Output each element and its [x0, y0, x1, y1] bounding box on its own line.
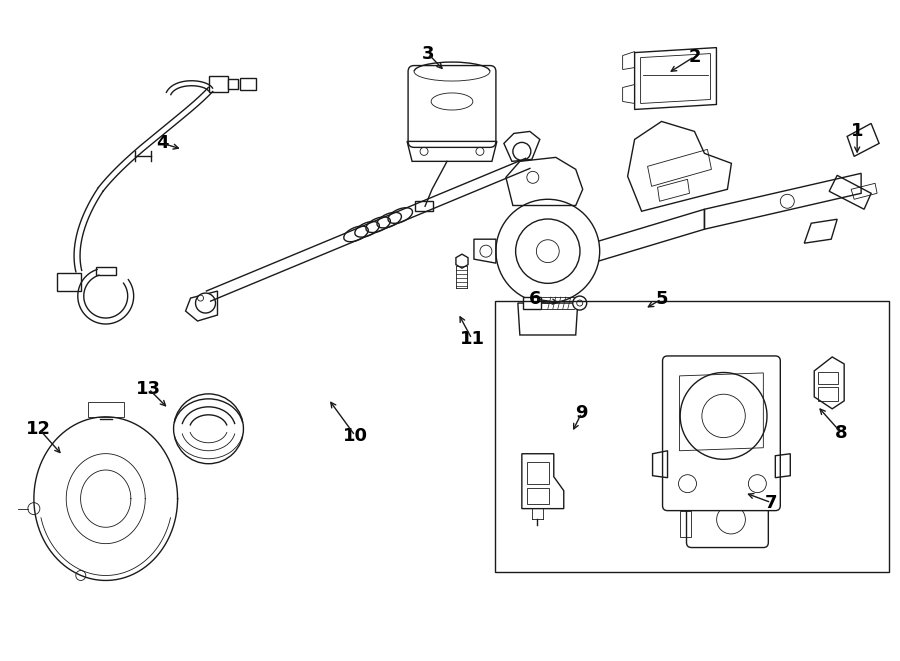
Text: 9: 9 — [575, 404, 588, 422]
FancyBboxPatch shape — [687, 490, 769, 547]
Bar — [240, 77, 256, 89]
Bar — [818, 387, 838, 401]
FancyBboxPatch shape — [408, 65, 496, 147]
Text: 10: 10 — [343, 427, 368, 445]
Text: 7: 7 — [765, 494, 778, 512]
Text: 5: 5 — [655, 290, 668, 308]
Bar — [526, 488, 549, 504]
Bar — [57, 273, 81, 291]
Text: 1: 1 — [850, 122, 863, 140]
Bar — [818, 372, 838, 384]
Text: 12: 12 — [26, 420, 51, 438]
Bar — [526, 462, 549, 484]
Circle shape — [195, 293, 215, 313]
Circle shape — [780, 194, 795, 208]
Text: 8: 8 — [835, 424, 848, 442]
Text: 13: 13 — [136, 380, 161, 398]
Circle shape — [572, 296, 587, 310]
Bar — [95, 267, 116, 275]
Text: 2: 2 — [688, 48, 701, 65]
Bar — [495, 301, 889, 572]
Bar — [415, 201, 433, 212]
FancyBboxPatch shape — [662, 356, 780, 510]
Circle shape — [513, 142, 531, 161]
Text: 6: 6 — [528, 290, 541, 308]
Text: 4: 4 — [157, 134, 169, 153]
Text: 11: 11 — [460, 330, 484, 348]
Text: 3: 3 — [422, 44, 435, 63]
Bar — [209, 75, 229, 91]
Circle shape — [496, 199, 599, 303]
Bar — [229, 79, 238, 89]
Bar — [523, 297, 541, 309]
